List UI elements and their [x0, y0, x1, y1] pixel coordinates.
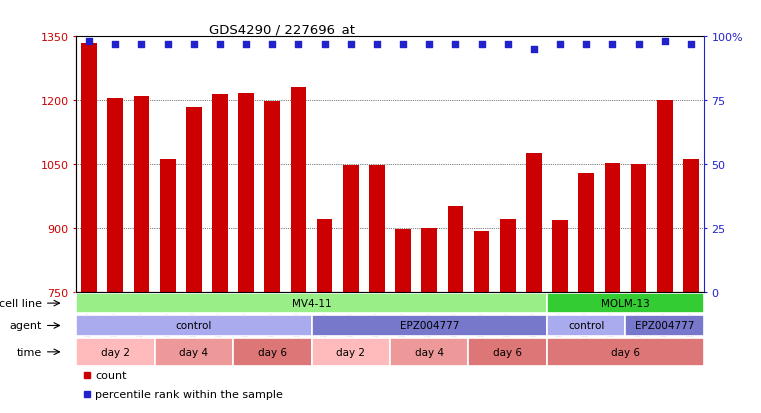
Point — [110, 42, 122, 48]
Bar — [311, 316, 547, 336]
Text: control: control — [568, 321, 604, 331]
Point — [161, 42, 174, 48]
Bar — [76, 338, 154, 366]
Point — [188, 42, 200, 48]
Bar — [604, 164, 620, 292]
Text: percentile rank within the sample: percentile rank within the sample — [95, 389, 283, 399]
Bar — [134, 97, 149, 292]
Text: count: count — [95, 370, 126, 380]
Point — [449, 42, 461, 48]
Point — [397, 42, 409, 48]
Text: cell line: cell line — [0, 298, 42, 309]
Bar — [390, 338, 469, 366]
Text: day 4: day 4 — [415, 347, 444, 357]
Bar — [547, 316, 626, 336]
Bar — [422, 228, 437, 292]
Point — [685, 42, 697, 48]
Point — [607, 42, 619, 48]
Bar — [547, 338, 704, 366]
Point — [135, 42, 148, 48]
Bar — [500, 220, 516, 292]
Bar — [317, 220, 333, 292]
Bar — [626, 316, 704, 336]
Text: GDS4290 / 227696_at: GDS4290 / 227696_at — [209, 23, 355, 36]
Bar — [578, 173, 594, 292]
Bar — [547, 293, 704, 313]
Text: day 4: day 4 — [180, 347, 209, 357]
Point — [319, 42, 331, 48]
Bar — [631, 165, 646, 292]
Text: MOLM-13: MOLM-13 — [601, 298, 650, 309]
Text: MV4-11: MV4-11 — [291, 298, 331, 309]
Bar — [212, 95, 228, 292]
Bar — [526, 154, 542, 292]
Text: time: time — [16, 347, 42, 357]
Point — [240, 42, 252, 48]
Bar — [552, 221, 568, 292]
Bar — [343, 166, 358, 292]
Bar — [186, 107, 202, 292]
Bar — [233, 338, 311, 366]
Bar — [76, 316, 311, 336]
Bar — [107, 99, 123, 292]
Bar — [311, 338, 390, 366]
Point — [528, 47, 540, 53]
Bar — [291, 88, 306, 292]
Text: day 6: day 6 — [258, 347, 287, 357]
Bar — [369, 166, 385, 292]
Bar — [76, 293, 547, 313]
Point — [476, 42, 488, 48]
Point — [501, 42, 514, 48]
Text: day 2: day 2 — [101, 347, 130, 357]
Bar — [81, 43, 97, 292]
Point — [632, 42, 645, 48]
Bar — [683, 159, 699, 292]
Point — [345, 42, 357, 48]
Point — [214, 42, 226, 48]
Point — [371, 42, 383, 48]
Bar — [238, 93, 254, 292]
Bar — [469, 338, 547, 366]
Bar — [447, 206, 463, 292]
Point — [292, 42, 304, 48]
Point — [423, 42, 435, 48]
Point — [266, 42, 279, 48]
Point — [83, 39, 95, 45]
Point — [658, 39, 670, 45]
Bar — [154, 338, 233, 366]
Bar — [657, 101, 673, 292]
Bar — [160, 159, 176, 292]
Text: agent: agent — [9, 321, 42, 331]
Bar — [473, 231, 489, 292]
Text: EPZ004777: EPZ004777 — [635, 321, 694, 331]
Text: EPZ004777: EPZ004777 — [400, 321, 459, 331]
Bar — [395, 229, 411, 292]
Text: day 2: day 2 — [336, 347, 365, 357]
Point — [554, 42, 566, 48]
Point — [580, 42, 592, 48]
Text: day 6: day 6 — [493, 347, 522, 357]
Text: control: control — [176, 321, 212, 331]
Text: day 6: day 6 — [611, 347, 640, 357]
Bar — [265, 102, 280, 292]
